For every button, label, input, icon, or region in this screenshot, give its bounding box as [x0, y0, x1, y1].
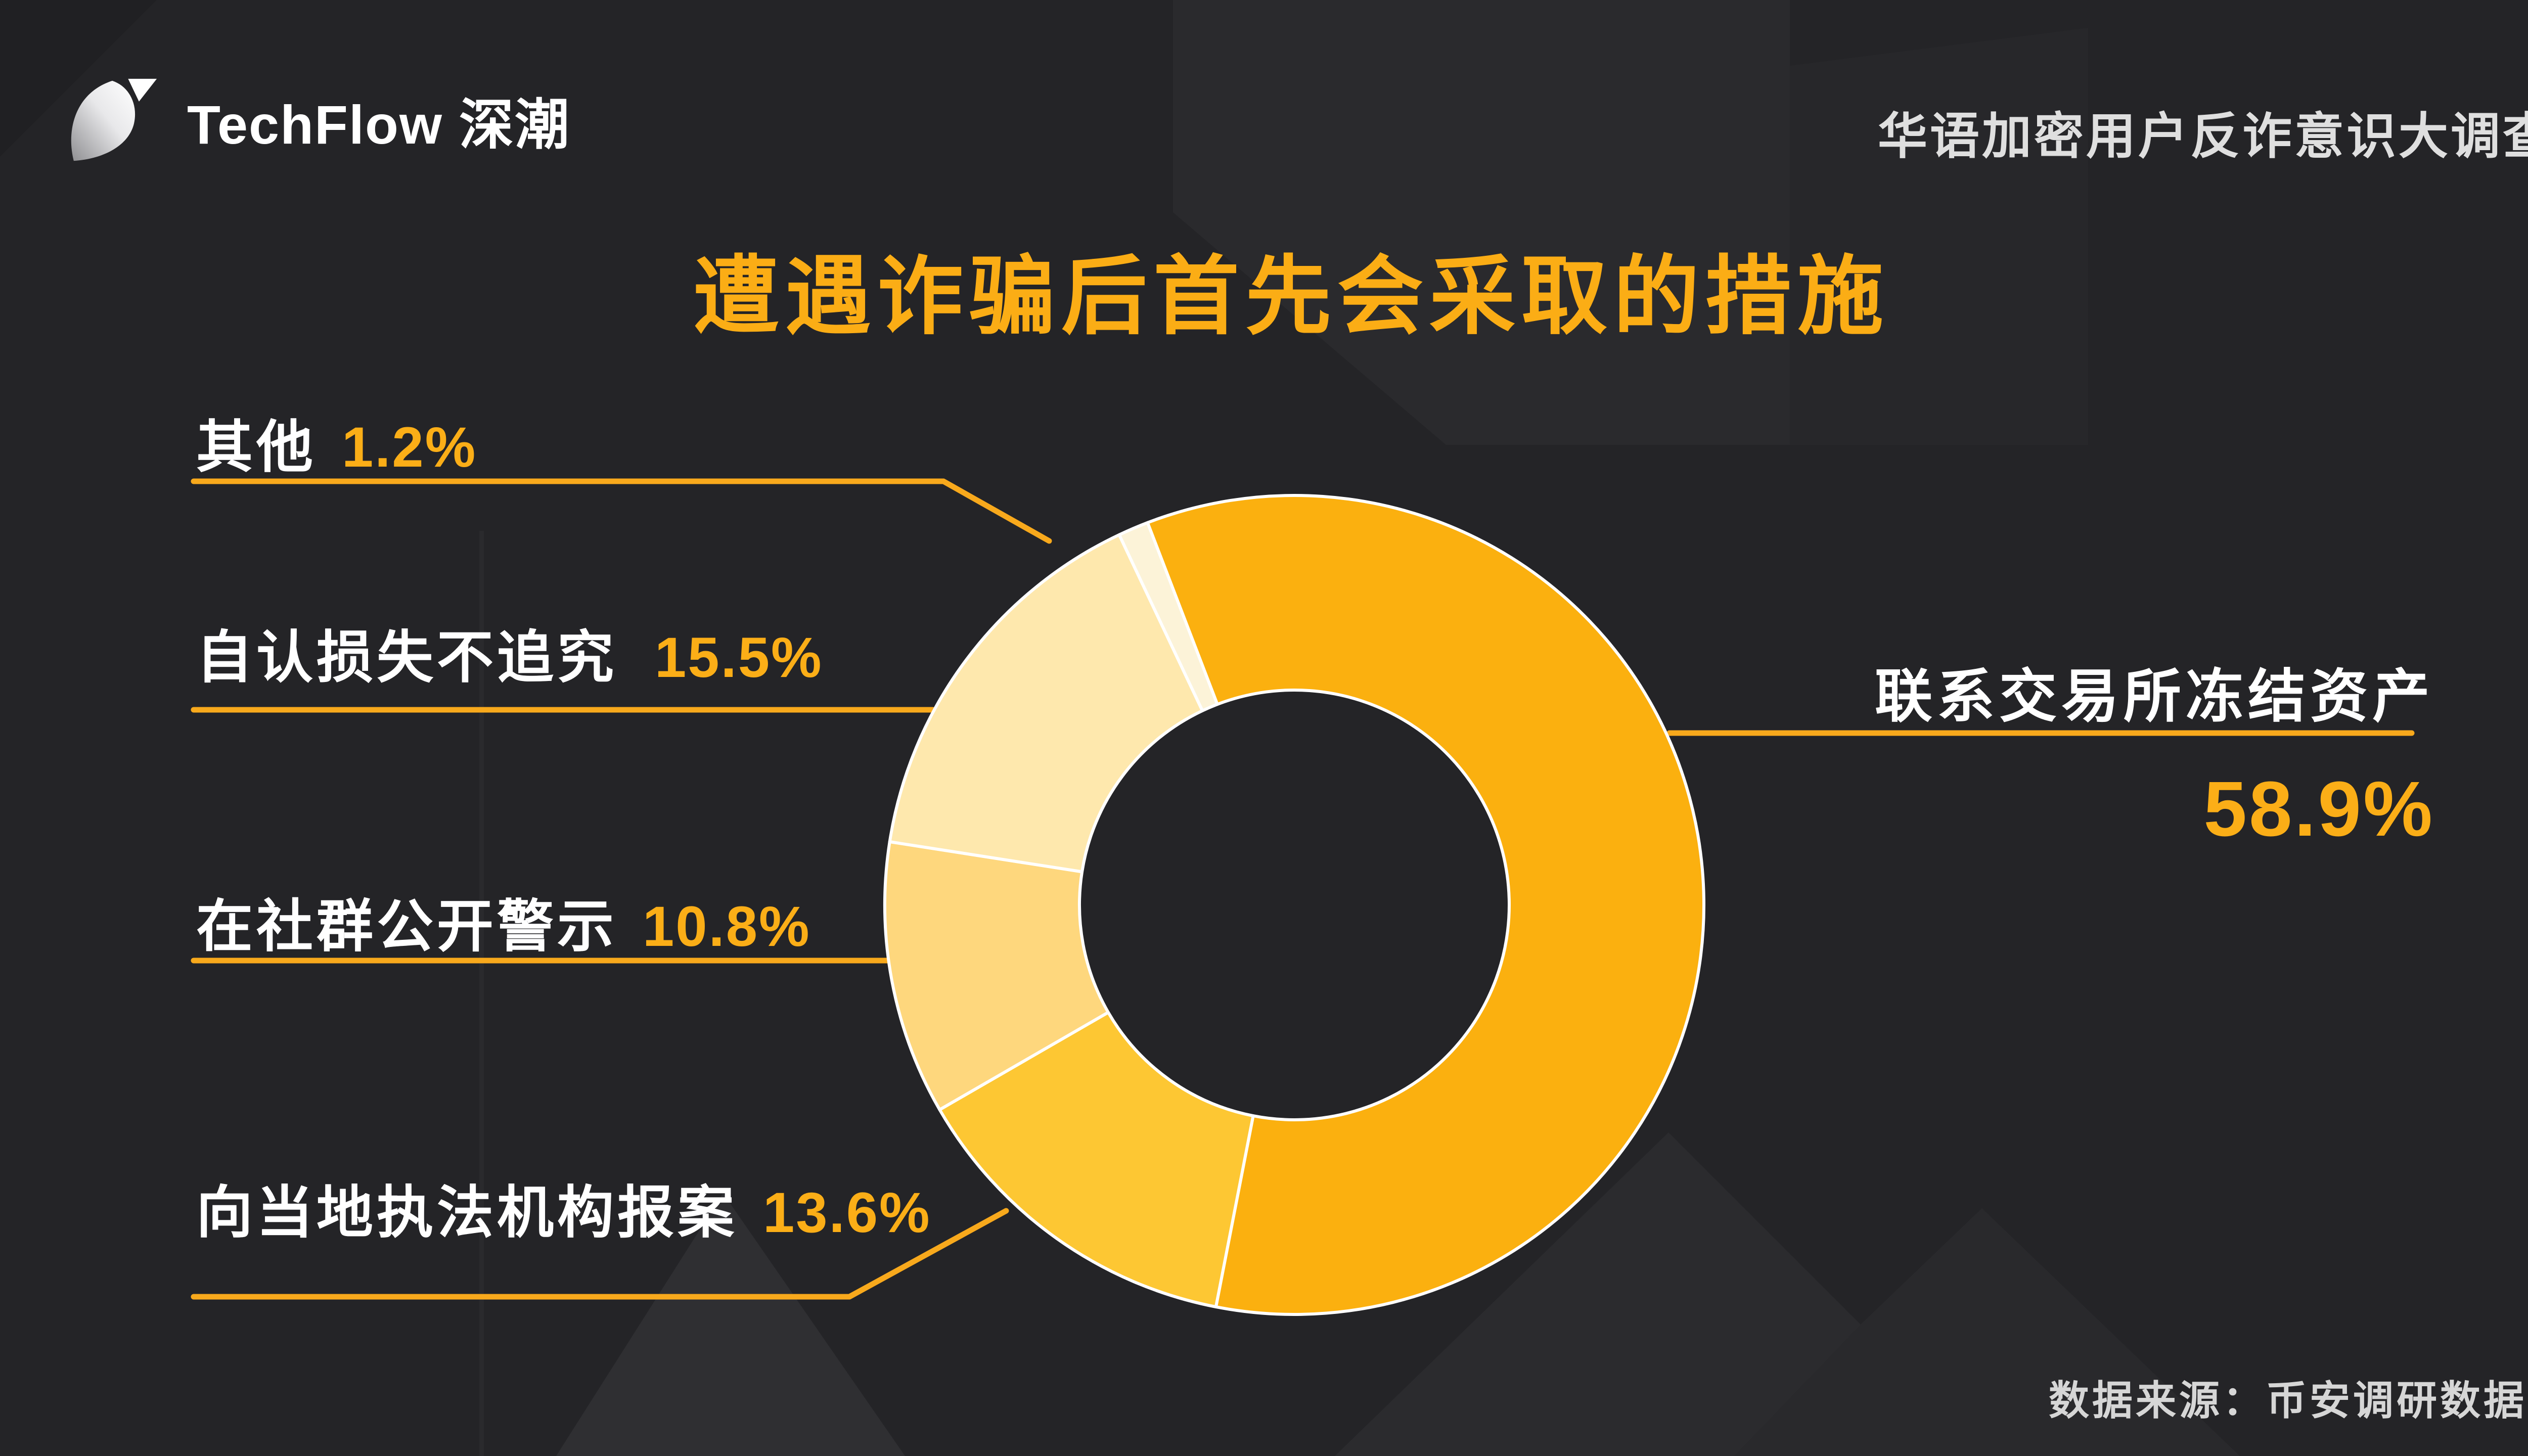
callout-contact-exchange-label: 联系交易所冻结资产: [1874, 665, 2434, 729]
donut-segment-0: [1146, 494, 1705, 1316]
leader-line-other: [191, 478, 1052, 544]
brand-logo: TechFlow 深潮: [65, 76, 570, 165]
callout-label: 自认损失不追究: [196, 626, 617, 689]
callout-community-warning: 在社群公开警示 10.8%: [196, 881, 811, 963]
callout-other: 其他 1.2%: [196, 401, 477, 483]
callout-label: 其他: [196, 416, 317, 479]
callout-report-police: 向当地执法机构报案 13.6%: [196, 1167, 931, 1249]
callout-percent: 10.8%: [643, 895, 811, 958]
callout-percent: 15.5%: [655, 626, 823, 689]
leader-lines: [191, 478, 2415, 1300]
donut-segment-2: [883, 840, 1110, 1111]
data-source: 数据来源：币安调研数据: [2049, 1378, 2527, 1423]
callout-accept-loss: 自认损失不追究 15.5%: [196, 612, 823, 694]
donut-segments: [883, 494, 1705, 1316]
page-title: 遭遇诈骗后首先会采取的措施: [693, 249, 1890, 345]
techflow-sail-icon: [71, 78, 157, 161]
callout-label: 在社群公开警示: [196, 895, 617, 958]
callout-contact-exchange-percent: 58.9%: [2203, 765, 2434, 852]
callout-percent: 1.2%: [342, 416, 477, 479]
donut-segment-4: [1117, 521, 1219, 712]
leader-line-report-police: [191, 1208, 1009, 1300]
donut-segment-3: [888, 533, 1204, 874]
callout-percent: 13.6%: [763, 1181, 931, 1244]
callout-label: 向当地执法机构报案: [196, 1181, 738, 1244]
donut-segment-1: [938, 1011, 1255, 1308]
survey-title: 华语加密用户反诈意识大调查: [1877, 108, 2528, 164]
brand-name: TechFlow 深潮: [187, 94, 571, 155]
